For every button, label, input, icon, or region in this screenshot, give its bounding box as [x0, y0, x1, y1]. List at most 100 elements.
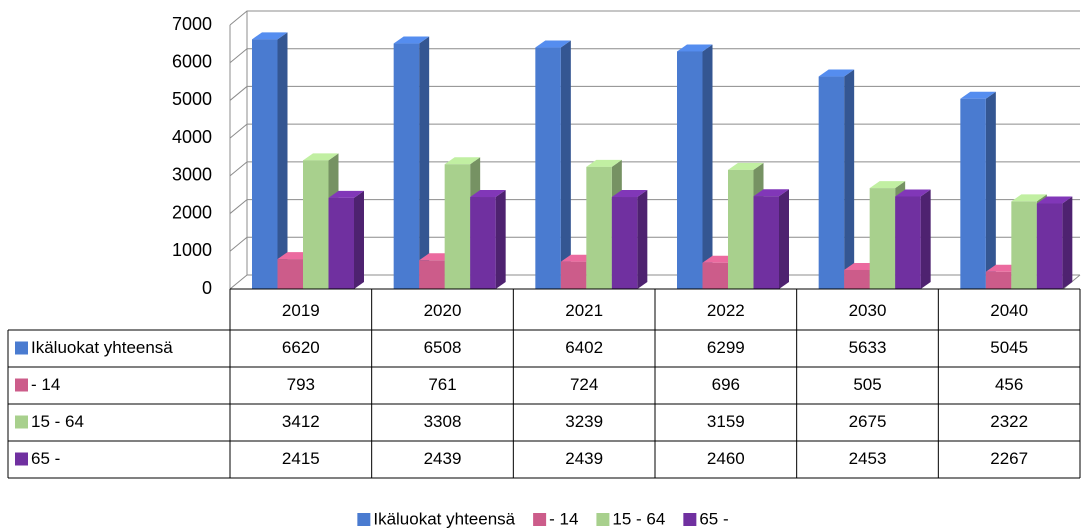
table-cell: 724	[570, 375, 598, 394]
y-tick-label: 7000	[172, 14, 212, 34]
table-row-label: Ikäluokat yhteensä	[31, 338, 173, 357]
bar-side	[495, 190, 506, 289]
bar	[702, 262, 728, 289]
table-cell: 793	[287, 375, 315, 394]
bar-group	[535, 40, 571, 289]
table-cell: 6508	[424, 338, 462, 357]
legend-label: 15 - 64	[612, 509, 665, 528]
bar	[252, 39, 278, 290]
legend-key	[533, 513, 547, 526]
bar	[303, 160, 329, 289]
y-tick-label: 2000	[172, 202, 212, 222]
bar	[611, 197, 638, 289]
y-tick-label: 0	[202, 278, 212, 298]
bar-top	[393, 36, 430, 44]
table-legend-key	[15, 378, 28, 392]
table-cell: 2460	[707, 449, 745, 468]
grid-line	[229, 123, 1080, 139]
bar-top	[960, 91, 996, 99]
bar-top	[470, 190, 506, 198]
legend: Ikäluokat yhteensä - 14 15 - 64 65 -	[357, 509, 729, 528]
table-row-label: 15 - 64	[31, 412, 84, 431]
bar	[560, 261, 587, 289]
bar-side	[920, 189, 931, 289]
bar-side	[844, 69, 855, 290]
table-cell: 3308	[424, 412, 462, 431]
bar-side	[779, 189, 789, 289]
bar-group	[611, 190, 648, 289]
bar-top	[586, 159, 622, 167]
legend-key	[596, 513, 610, 526]
bar	[444, 164, 471, 289]
table-legend-key	[15, 415, 28, 429]
bar-side	[419, 36, 430, 290]
table-row-label: - 14	[31, 375, 60, 394]
bar-top	[444, 157, 481, 165]
table-header: 2021	[565, 301, 603, 320]
table-header: 2019	[282, 301, 320, 320]
table-cell: 6620	[282, 338, 320, 357]
table-cell: 3239	[565, 412, 603, 431]
bar	[1011, 201, 1037, 289]
grid-line	[229, 161, 1080, 177]
bar-top	[728, 162, 764, 170]
table-header: 2040	[990, 301, 1028, 320]
y-tick-label: 1000	[172, 240, 212, 260]
table-cell: 2415	[282, 449, 320, 468]
table-cell: 2675	[849, 412, 887, 431]
bar-top	[328, 190, 364, 198]
table-cell: 505	[853, 375, 881, 394]
table-cell: 5633	[849, 338, 887, 357]
bar-top	[303, 153, 339, 161]
bar	[1036, 203, 1063, 289]
bar	[728, 169, 754, 289]
table-cell: 6402	[565, 338, 603, 357]
bar	[753, 196, 779, 289]
table-cell: 2439	[565, 449, 603, 468]
table-cell: 6299	[707, 338, 745, 357]
bar	[869, 188, 896, 289]
bar-side	[354, 190, 364, 289]
table-cell: 761	[428, 375, 456, 394]
grid-line	[229, 85, 1080, 101]
bar	[328, 197, 354, 289]
table-header: 2030	[849, 301, 887, 320]
table-cell: 3159	[707, 412, 745, 431]
bar	[985, 271, 1012, 289]
legend-label: Ikäluokat yhteensä	[373, 509, 515, 528]
bar	[818, 76, 845, 290]
table-cell: 2322	[990, 412, 1028, 431]
bar	[895, 196, 921, 289]
grid-line	[229, 48, 1080, 64]
legend-label: 65 -	[699, 509, 728, 528]
y-tick-label: 5000	[172, 89, 212, 109]
table-cell: 2453	[849, 449, 887, 468]
bar-side	[560, 40, 571, 289]
bar	[844, 269, 870, 289]
bar	[586, 166, 612, 289]
bar	[277, 259, 303, 289]
bar-top	[895, 189, 931, 197]
table-cell: 456	[995, 375, 1023, 394]
legend-key	[683, 513, 697, 526]
bar	[419, 260, 445, 289]
bar	[960, 98, 986, 289]
bar	[535, 47, 561, 289]
legend-key	[357, 513, 371, 526]
legend-label: - 14	[549, 509, 578, 528]
bar-group	[1036, 196, 1073, 289]
bar-top	[677, 44, 713, 52]
bar-side	[277, 32, 288, 290]
bar-group	[818, 69, 855, 290]
bar-top	[753, 189, 789, 197]
table-cell: 2439	[424, 449, 462, 468]
table-legend-key	[15, 452, 28, 466]
bar-group	[393, 36, 430, 290]
table-cell: 5045	[990, 338, 1028, 357]
bar-top	[869, 181, 906, 189]
bar-side	[702, 44, 713, 289]
table-cell: 3412	[282, 412, 320, 431]
bar-group	[328, 190, 364, 289]
bar-group	[252, 32, 288, 290]
